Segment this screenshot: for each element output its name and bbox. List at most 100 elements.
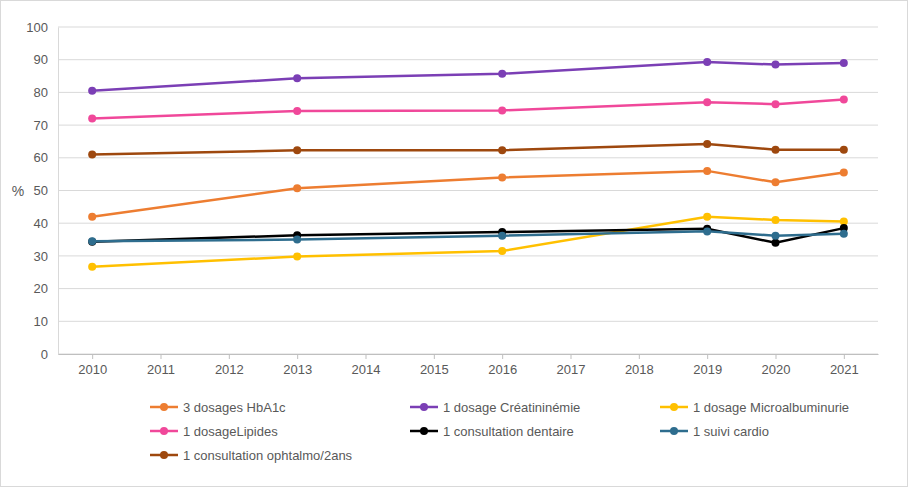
- grid-line: [58, 125, 878, 126]
- y-tick-label: 100: [26, 20, 48, 35]
- series-marker: [498, 173, 506, 181]
- x-tick: 2019: [693, 354, 722, 377]
- series-marker: [703, 227, 711, 235]
- series-marker: [88, 87, 96, 95]
- series: [88, 224, 848, 247]
- grid-line: [58, 27, 878, 28]
- legend-swatch-marker: [670, 403, 678, 411]
- series-marker: [703, 140, 711, 148]
- series: [88, 213, 848, 271]
- x-tick-label: 2011: [147, 362, 175, 377]
- series-marker: [498, 146, 506, 154]
- series-marker: [88, 115, 96, 123]
- x-tick-label: 2021: [830, 362, 859, 377]
- series-marker: [293, 107, 301, 115]
- y-tick-label: 40: [34, 216, 48, 231]
- legend-label: 1 dosageLipides: [183, 424, 278, 439]
- x-tick: 2015: [420, 354, 449, 377]
- series: [88, 96, 848, 123]
- y-tick: 40: [34, 216, 58, 231]
- legend: 3 dosages HbA1c1 dosage Créatininémie1 d…: [150, 400, 849, 463]
- legend-entry: 1 dosage Créatininémie: [410, 400, 580, 415]
- legend-swatch-marker: [420, 403, 428, 411]
- x-tick: 2018: [625, 354, 654, 377]
- legend-label: 1 suivi cardio: [693, 424, 769, 439]
- series-line: [92, 217, 844, 267]
- grid-line: [58, 157, 878, 158]
- series-group: [88, 58, 848, 271]
- y-tick: 30: [34, 249, 58, 264]
- legend-swatch-marker: [670, 427, 678, 435]
- series-line: [92, 228, 844, 243]
- series-marker: [772, 146, 780, 154]
- series-marker: [772, 239, 780, 247]
- series-marker: [293, 146, 301, 154]
- series-marker: [840, 96, 848, 104]
- y-tick: 80: [34, 85, 58, 100]
- legend-swatch-marker: [160, 451, 168, 459]
- y-tick: 20: [34, 281, 58, 296]
- grid-line: [58, 92, 878, 93]
- x-tick-mark: [844, 354, 845, 359]
- series-marker: [293, 236, 301, 244]
- x-tick-label: 2012: [215, 362, 244, 377]
- series-marker: [703, 98, 711, 106]
- series-marker: [498, 70, 506, 78]
- x-tick-mark: [366, 354, 367, 359]
- series-marker: [703, 167, 711, 175]
- series-marker: [772, 232, 780, 240]
- y-tick: 90: [34, 52, 58, 67]
- chart: 0102030405060708090100201020112012201320…: [0, 0, 908, 487]
- series-marker: [840, 169, 848, 177]
- chart-border: [1, 1, 908, 487]
- series-marker: [772, 100, 780, 108]
- x-tick: 2021: [830, 354, 859, 377]
- legend-swatch-marker: [160, 403, 168, 411]
- series-marker: [498, 247, 506, 255]
- x-tick-label: 2018: [625, 362, 654, 377]
- series: [88, 167, 848, 221]
- legend-label: 1 consultation dentaire: [443, 424, 574, 439]
- x-tick-mark: [639, 354, 640, 359]
- y-tick-label: 20: [34, 281, 48, 296]
- y-tick: 60: [34, 150, 58, 165]
- y-tick-label: 90: [34, 52, 48, 67]
- series: [88, 58, 848, 95]
- x-tick-mark: [434, 354, 435, 359]
- x-tick: 2016: [488, 354, 517, 377]
- x-axis-line: [59, 354, 879, 355]
- grid-line: [58, 321, 878, 322]
- x-tick-mark: [707, 354, 708, 359]
- grid: [58, 27, 878, 354]
- y-tick: 100: [26, 20, 58, 35]
- y-tick-label: 10: [34, 314, 48, 329]
- series: [88, 227, 848, 245]
- plot: 0102030405060708090100201020112012201320…: [26, 20, 878, 378]
- x-tick: 2012: [215, 354, 244, 377]
- grid-line: [58, 354, 878, 355]
- y-tick: 50: [34, 183, 58, 198]
- x-tick-label: 2020: [762, 362, 791, 377]
- x-tick-mark: [297, 354, 298, 359]
- legend-entry: 1 dosage Microalbuminurie: [660, 400, 849, 415]
- series-marker: [88, 263, 96, 271]
- y-tick: 0: [41, 347, 58, 362]
- x-tick-label: 2013: [283, 362, 312, 377]
- legend-swatch-marker: [160, 427, 168, 435]
- grid-line: [58, 59, 878, 60]
- x-tick-label: 2014: [352, 362, 381, 377]
- legend-entry: 1 consultation dentaire: [410, 424, 574, 439]
- series-line: [92, 144, 844, 154]
- series-marker: [88, 151, 96, 159]
- legend-entry: 1 consultation ophtalmo/2ans: [150, 448, 353, 463]
- series-marker: [293, 184, 301, 192]
- series: [88, 140, 848, 158]
- x-tick-label: 2017: [557, 362, 586, 377]
- series-marker: [293, 253, 301, 261]
- y-tick-label: 0: [41, 347, 48, 362]
- series-marker: [88, 238, 96, 246]
- series-marker: [840, 146, 848, 154]
- series-marker: [772, 216, 780, 224]
- series-marker: [498, 232, 506, 240]
- grid-line: [58, 255, 878, 256]
